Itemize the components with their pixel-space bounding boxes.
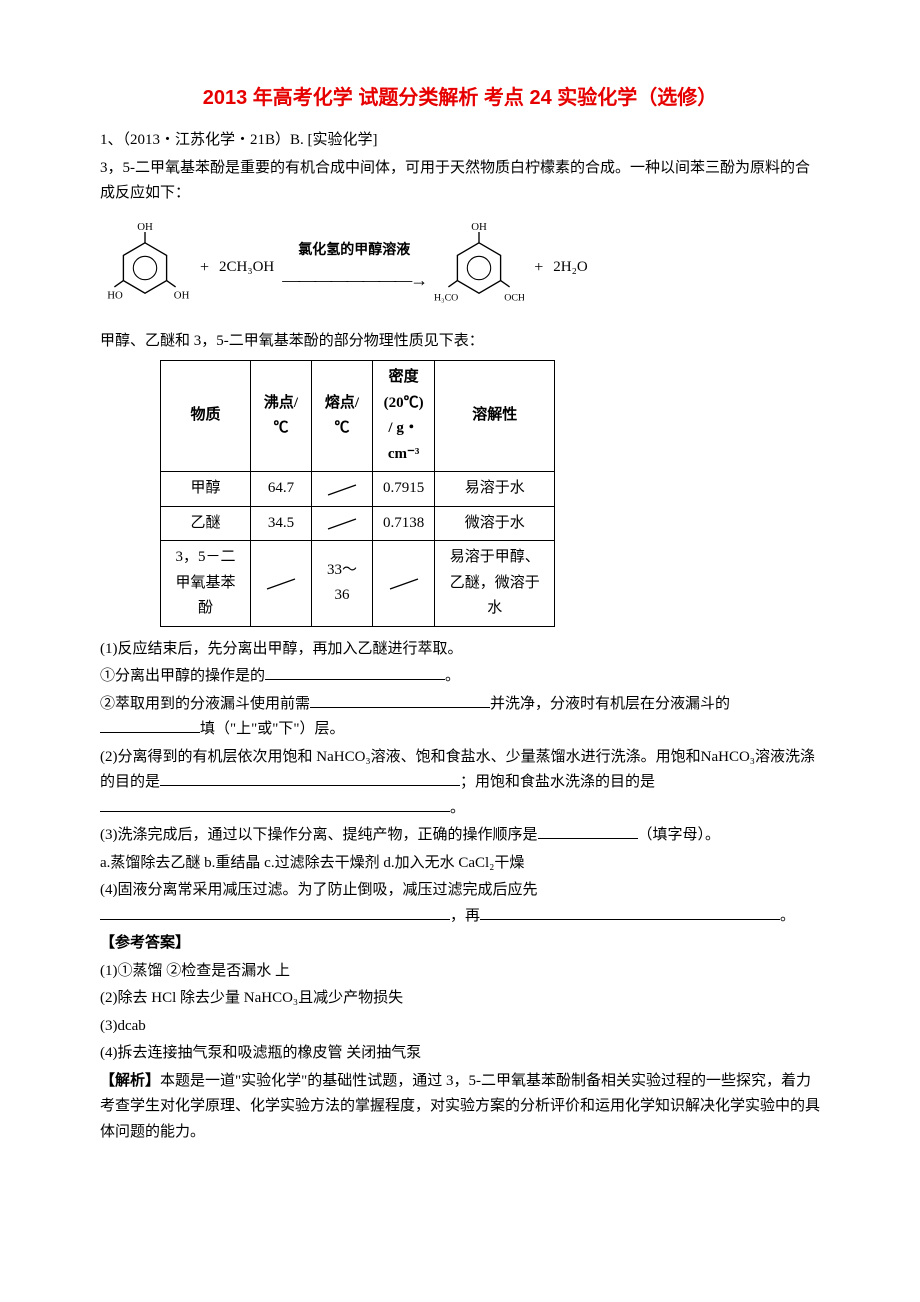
blank-fill [538, 824, 638, 839]
plus-sign-2: + [534, 254, 543, 281]
cell-23 [373, 541, 435, 627]
arrow-icon: ————————→ [282, 265, 426, 296]
q2a-end: 。 [450, 800, 465, 816]
table-row: 3，5－二甲氧基苯酚 33～36 易溶于甲醇、乙醚，微溶于水 [161, 541, 555, 627]
ans4: (4)拆去连接抽气泵和吸滤瓶的橡皮管 关闭抽气泵 [100, 1041, 820, 1067]
analysis-heading: 【解析】 [100, 1073, 160, 1089]
cell-01: 64.7 [251, 472, 312, 507]
cell-12 [312, 506, 373, 541]
th-bp: 沸点/℃ [251, 361, 312, 472]
q2a-mid: ；用饱和食盐水洗涤的目的是 [460, 774, 655, 790]
table-row: 甲醇 64.7 0.7915 易溶于水 [161, 472, 555, 507]
cell-11: 34.5 [251, 506, 312, 541]
q1b-end: 填（"上"或"下"）层。 [200, 721, 345, 737]
table-row: 乙醚 34.5 0.7138 微溶于水 [161, 506, 555, 541]
th-solubility: 溶解性 [435, 361, 555, 472]
analysis-text: 本题是一道"实验化学"的基础性试题，通过 3，5-二甲氧基苯酚制备相关实验过程的… [100, 1073, 820, 1140]
reactant-structure-icon: OH HO OH [100, 223, 190, 313]
svg-text:OH: OH [174, 289, 190, 301]
cell-04: 易溶于水 [435, 472, 555, 507]
source-line: 1、（2013・江苏化学・21B）B. [实验化学] [100, 128, 820, 154]
product-structure-icon: OH H₃CO OCH₃ [434, 223, 524, 313]
cell-21 [251, 541, 312, 627]
th-mp: 熔点/℃ [312, 361, 373, 472]
intro-paragraph: 3，5-二甲氧基苯酚是重要的有机合成中间体，可用于天然物质白柠檬素的合成。一种以… [100, 156, 820, 207]
q3-end: （填字母）。 [638, 827, 721, 843]
product-2: 2H₂O [553, 255, 587, 281]
analysis-line: 【解析】本题是一道"实验化学"的基础性试题，通过 3，5-二甲氧基苯酚制备相关实… [100, 1069, 820, 1146]
ans3: (3)dcab [100, 1014, 820, 1040]
answer-heading: 【参考答案】 [100, 931, 820, 957]
cell-22: 33～36 [312, 541, 373, 627]
q2-line: (2)分离得到的有机层依次用饱和 NaHCO₃溶液、饱和食盐水、少量蒸馏水进行洗… [100, 745, 820, 822]
q1b-mid: 并洗净，分液时有机层在分液漏斗的 [490, 696, 730, 712]
q1b-text: ②萃取用到的分液漏斗使用前需 [100, 696, 310, 712]
blank-fill [160, 771, 460, 786]
reaction-arrow: 氯化氢的甲醇溶液 ————————→ [282, 239, 426, 295]
reaction-scheme: OH HO OH + 2CH₃OH 氯化氢的甲醇溶液 ————————→ OH … [100, 223, 820, 313]
th-density: 密度(20℃) / g・cm⁻³ [373, 361, 435, 472]
doc-title: 2013 年高考化学 试题分类解析 考点 24 实验化学（选修） [100, 80, 820, 116]
svg-text:OH: OH [137, 223, 153, 233]
cell-10: 乙醚 [161, 506, 251, 541]
q4-text: (4)固液分离常采用减压过滤。为了防止倒吸，减压过滤完成后应先 [100, 882, 538, 898]
blank-fill [265, 665, 445, 680]
ans1: (1)①蒸馏 ②检查是否漏水 上 [100, 959, 820, 985]
q1b-line: ②萃取用到的分液漏斗使用前需 并洗净，分液时有机层在分液漏斗的填（"上"或"下"）… [100, 692, 820, 743]
q3-line: (3)洗涤完成后，通过以下操作分离、提纯产物，正确的操作顺序是 （填字母）。 [100, 823, 820, 849]
reagent-1: 2CH₃OH [219, 255, 274, 281]
svg-text:HO: HO [107, 289, 123, 301]
table-intro: 甲醇、乙醚和 3，5-二甲氧基苯酚的部分物理性质见下表： [100, 329, 820, 355]
q3-opts: a.蒸馏除去乙醚 b.重结晶 c.过滤除去干燥剂 d.加入无水 CaCl₂干燥 [100, 851, 820, 877]
q1: (1)反应结束后，先分离出甲醇，再加入乙醚进行萃取。 [100, 637, 820, 663]
blank-fill [100, 718, 200, 733]
q1a-end: 。 [445, 668, 460, 684]
arrow-label: 氯化氢的甲醇溶液 [298, 239, 410, 263]
q4-end: 。 [780, 908, 795, 924]
blank-fill [100, 797, 450, 812]
q3-text: (3)洗涤完成后，通过以下操作分离、提纯产物，正确的操作顺序是 [100, 827, 538, 843]
q1a-text: ①分离出甲醇的操作是的 [100, 668, 265, 684]
svg-text:OCH₃: OCH₃ [504, 292, 524, 303]
properties-table: 物质 沸点/℃ 熔点/℃ 密度(20℃) / g・cm⁻³ 溶解性 甲醇 64.… [160, 360, 555, 627]
blank-fill [100, 905, 450, 920]
plus-sign: + [200, 254, 209, 281]
cell-14: 微溶于水 [435, 506, 555, 541]
cell-13: 0.7138 [373, 506, 435, 541]
cell-20: 3，5－二甲氧基苯酚 [161, 541, 251, 627]
svg-text:OH: OH [471, 223, 487, 233]
q1a-line: ①分离出甲醇的操作是的 。 [100, 664, 820, 690]
blank-fill [310, 693, 490, 708]
ans2: (2)除去 HCl 除去少量 NaHCO₃且减少产物损失 [100, 986, 820, 1012]
th-substance: 物质 [161, 361, 251, 472]
cell-00: 甲醇 [161, 472, 251, 507]
cell-03: 0.7915 [373, 472, 435, 507]
q4-mid: ，再 [450, 908, 480, 924]
cell-24: 易溶于甲醇、乙醚，微溶于水 [435, 541, 555, 627]
q4-line: (4)固液分离常采用减压过滤。为了防止倒吸，减压过滤完成后应先 ，再 。 [100, 878, 820, 929]
blank-fill [480, 905, 780, 920]
table-header-row: 物质 沸点/℃ 熔点/℃ 密度(20℃) / g・cm⁻³ 溶解性 [161, 361, 555, 472]
svg-text:H₃CO: H₃CO [434, 292, 458, 303]
cell-02 [312, 472, 373, 507]
